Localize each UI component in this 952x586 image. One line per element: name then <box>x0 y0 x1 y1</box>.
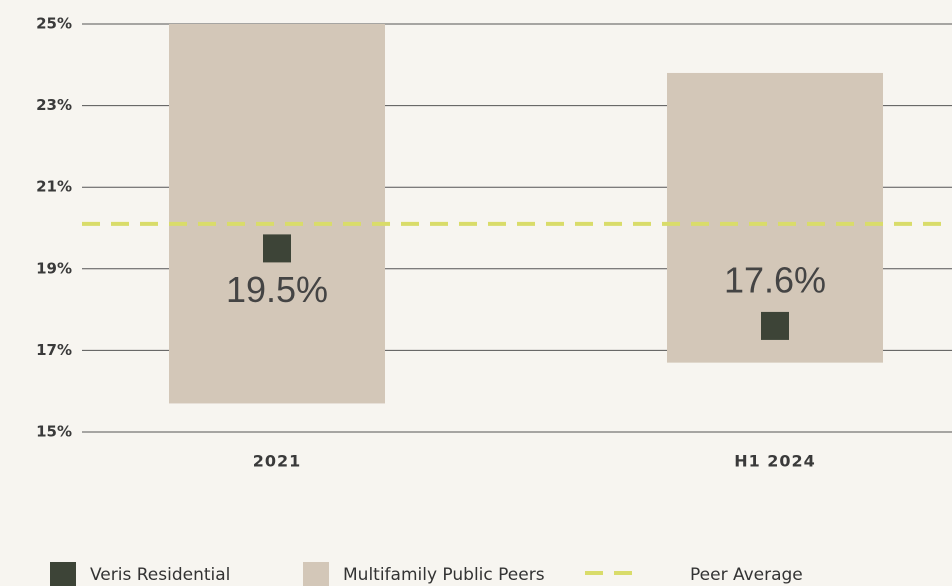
y-tick-label: 19% <box>36 259 72 277</box>
y-tick-label: 25% <box>36 15 72 33</box>
y-tick-label: 17% <box>36 341 72 359</box>
marker <box>263 234 291 263</box>
value-label: 17.6% <box>724 259 826 300</box>
x-tick-label: 2021 <box>253 452 302 471</box>
legend-label: Multifamily Public Peers <box>343 565 545 585</box>
legend-swatch <box>50 562 76 586</box>
x-tick-label: H1 2024 <box>734 452 816 471</box>
y-tick-label: 15% <box>36 423 72 441</box>
legend-label: Veris Residential <box>90 565 230 585</box>
legend-label: Peer Average <box>690 565 803 585</box>
range-bar <box>169 24 385 404</box>
y-tick-label: 23% <box>36 96 72 114</box>
value-label: 19.5% <box>226 269 328 310</box>
legend-swatch <box>303 562 329 586</box>
y-tick-label: 21% <box>36 178 72 196</box>
marker <box>761 311 789 340</box>
